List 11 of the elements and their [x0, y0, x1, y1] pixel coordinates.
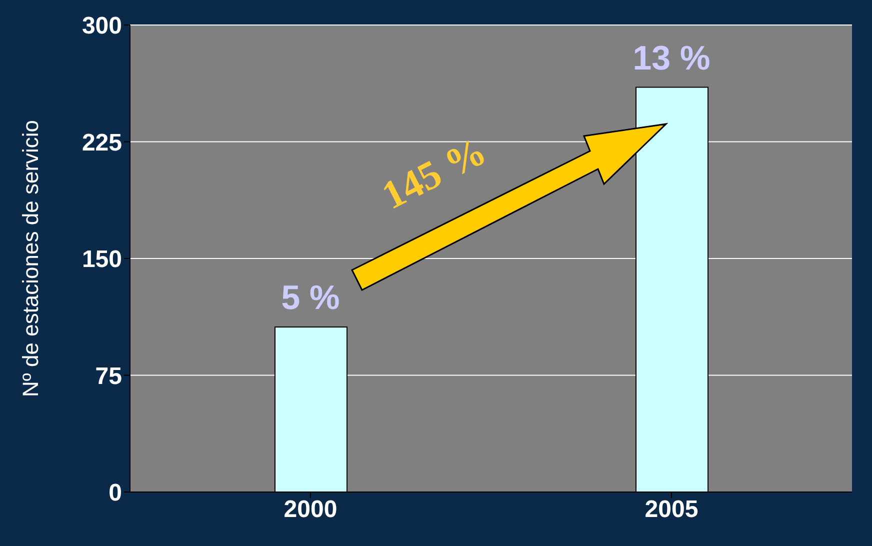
x-tick-label: 2005 — [644, 496, 698, 524]
y-tick-label: 150 — [82, 246, 122, 274]
y-tick-label: 75 — [95, 362, 122, 390]
annotation: 13 % — [632, 39, 710, 78]
x-tick-label: 2000 — [284, 496, 338, 524]
y-tick-label: 0 — [108, 480, 122, 507]
annotation: 145 % — [374, 128, 494, 218]
y-axis-title: Nº de estaciones de servicio — [18, 120, 43, 398]
y-tick-label: 225 — [82, 129, 122, 156]
annotation: 5 % — [281, 278, 340, 317]
y-tick-label: 300 — [82, 12, 122, 40]
